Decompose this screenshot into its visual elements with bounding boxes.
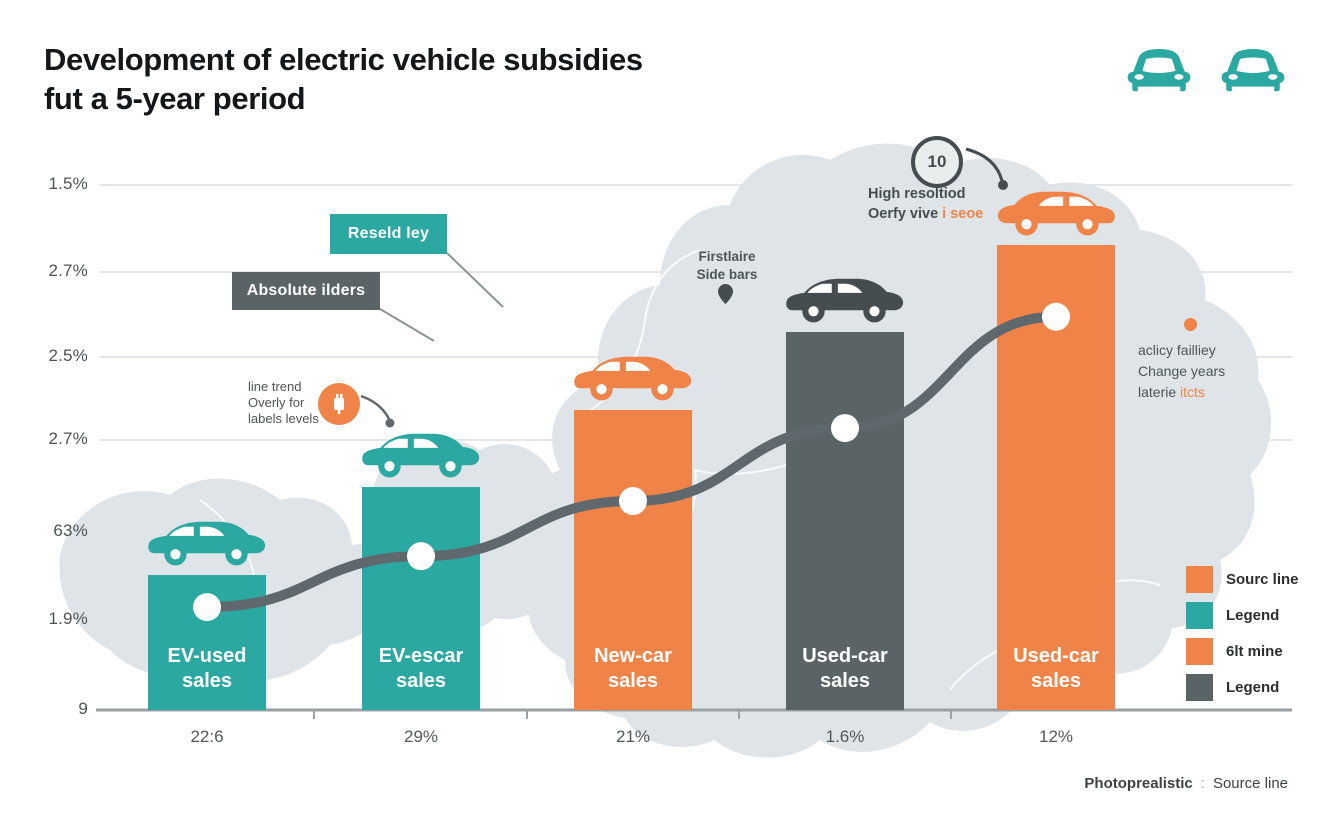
bar-3: New-car sales xyxy=(574,410,692,710)
teal-callout-label: Reseld ley xyxy=(347,225,430,242)
high-res-l2-orange: i seoe xyxy=(942,206,984,222)
legend: Sourc line Legend 6lt mine Legend xyxy=(1186,566,1299,710)
trend-marker xyxy=(619,487,647,516)
line-trend-note-l2: Overly for xyxy=(248,395,305,410)
charging-badge-icon xyxy=(318,383,360,425)
bar-label: Used-car sales xyxy=(1013,645,1099,692)
bar-label: New-car sales xyxy=(594,645,672,692)
slate-callout-box: Absolute ilders xyxy=(232,272,380,310)
bar-label: EV-escar sales xyxy=(378,645,464,692)
x-tick-label: 1.6% xyxy=(825,727,865,746)
policy-note: aclicy failliey Change years laterie itc… xyxy=(1138,340,1225,403)
side-bars-note-l2: Side bars xyxy=(696,267,758,282)
y-tick-label: 2.5% xyxy=(48,346,88,365)
y-tick-label: 9 xyxy=(78,699,88,718)
teal-callout-box: Reseld ley xyxy=(330,214,447,254)
x-axis xyxy=(96,708,1292,719)
high-res-l2-gray: Oerfy vive xyxy=(868,206,939,222)
policy-note-l3-gray: laterie xyxy=(1138,384,1177,400)
high-resolution-note: High resoltiod Oerfy vive i seoe xyxy=(868,184,983,224)
y-tick-label: 1.5% xyxy=(48,174,88,193)
circled-number-badge: 10 xyxy=(911,136,963,188)
callout-leader-lines xyxy=(379,252,504,342)
trend-marker xyxy=(1042,302,1070,331)
trend-path xyxy=(202,311,1061,613)
side-bars-note: Firstlaire Side bars xyxy=(657,248,797,284)
header-car-icon-1 xyxy=(1127,49,1191,92)
legend-swatch-orange-2 xyxy=(1186,638,1213,665)
trend-line xyxy=(193,302,1070,622)
annotation-arrows xyxy=(360,147,1008,428)
legend-item: Sourc line xyxy=(1186,566,1299,593)
trend-marker xyxy=(193,593,221,622)
x-tick-label: 22:6 xyxy=(190,727,224,746)
legend-item: Legend xyxy=(1186,674,1299,701)
footer-caption: Photoprealistic: Source line xyxy=(1084,775,1288,792)
x-tick-label: 12% xyxy=(1038,727,1074,746)
legend-item: 6lt mine xyxy=(1186,638,1299,665)
trend-marker xyxy=(831,414,859,443)
badge-number: 10 xyxy=(927,152,947,171)
policy-note-l3: laterie itcts xyxy=(1138,382,1225,403)
bar-label: Used-car sales xyxy=(802,645,888,692)
caption-bold: Photoprealistic xyxy=(1084,775,1193,792)
legend-label: Sourc line xyxy=(1226,571,1299,588)
line-trend-note: line trend Overly for labels levels xyxy=(248,379,319,427)
x-tick-label: 29% xyxy=(403,727,439,746)
policy-dot-icon xyxy=(1184,318,1197,331)
bar-label: EV-used sales xyxy=(167,645,247,692)
x-tick-label: 21% xyxy=(615,727,651,746)
header-car-icon-2 xyxy=(1221,49,1285,92)
y-tick-label: 2.7% xyxy=(48,429,88,448)
map-pin-icon xyxy=(718,284,733,304)
caption-separator: : xyxy=(1200,775,1205,792)
side-bars-note-l1: Firstlaire xyxy=(698,249,756,264)
legend-swatch-slate xyxy=(1186,674,1213,701)
legend-swatch-teal xyxy=(1186,602,1213,629)
y-tick-label: 63% xyxy=(53,521,88,540)
high-res-l2: Oerfy vive i seoe xyxy=(868,204,983,224)
policy-note-l1: aclicy failliey xyxy=(1138,342,1216,358)
y-tick-label: 2.7% xyxy=(48,261,88,280)
y-tick-label: 1.9% xyxy=(48,609,88,628)
policy-note-l2: Change years xyxy=(1138,363,1226,379)
line-trend-note-l3: labels levels xyxy=(248,411,319,426)
trend-marker xyxy=(407,542,435,571)
plug-icon xyxy=(334,394,344,414)
legend-label: 6lt mine xyxy=(1226,643,1283,660)
title-line-1: Development of electric vehicle subsidie… xyxy=(44,42,643,77)
legend-label: Legend xyxy=(1226,607,1280,624)
bar-2: EV-escar sales xyxy=(362,487,480,710)
legend-swatch-orange xyxy=(1186,566,1213,593)
caption-text: Source line xyxy=(1212,775,1288,792)
legend-item: Legend xyxy=(1186,602,1299,629)
bar-4: Used-car sales xyxy=(786,332,904,710)
high-res-l1: High resoltiod xyxy=(868,186,966,202)
policy-note-l3-orange: itcts xyxy=(1180,384,1205,400)
legend-label: Legend xyxy=(1226,679,1280,696)
line-trend-note-l1: line trend xyxy=(248,379,302,394)
page-title: Development of electric vehicle subsidie… xyxy=(44,40,643,118)
title-line-2: fut a 5-year period xyxy=(44,81,306,116)
slate-callout-label: Absolute ilders xyxy=(246,282,366,299)
